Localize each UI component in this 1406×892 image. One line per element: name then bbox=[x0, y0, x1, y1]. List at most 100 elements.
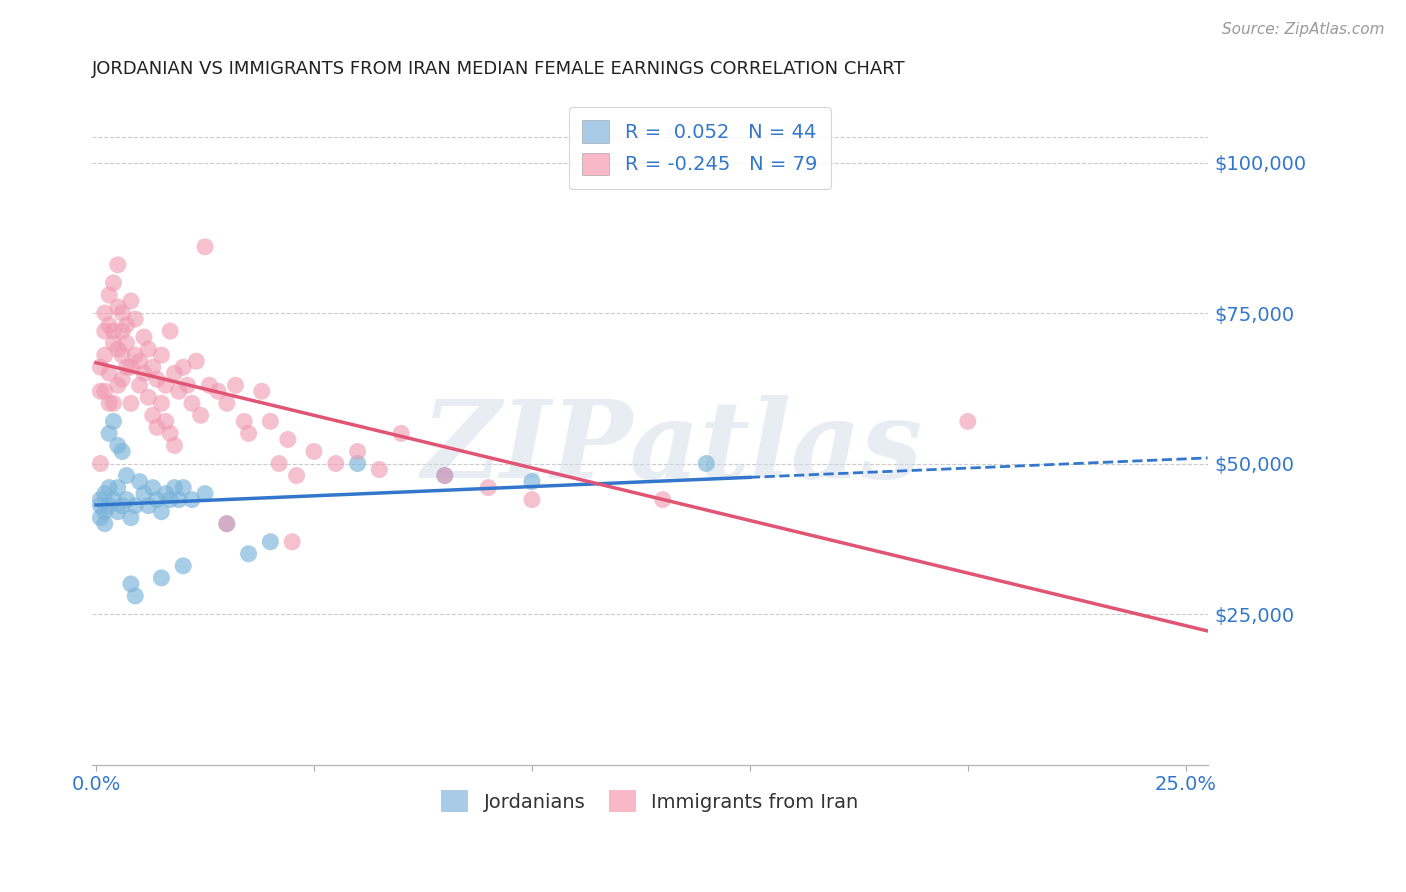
Point bbox=[115, 318, 138, 332]
Point bbox=[167, 384, 190, 399]
Point bbox=[142, 481, 165, 495]
Point bbox=[159, 324, 181, 338]
Point bbox=[98, 288, 121, 302]
Point bbox=[111, 444, 134, 458]
Point bbox=[120, 396, 142, 410]
Point bbox=[132, 366, 155, 380]
Point bbox=[172, 481, 194, 495]
Text: Source: ZipAtlas.com: Source: ZipAtlas.com bbox=[1222, 22, 1385, 37]
Point bbox=[155, 414, 177, 428]
Point bbox=[520, 475, 543, 489]
Point bbox=[124, 348, 146, 362]
Point bbox=[138, 499, 160, 513]
Point bbox=[98, 426, 121, 441]
Point bbox=[124, 499, 146, 513]
Point bbox=[94, 306, 117, 320]
Legend: Jordanians, Immigrants from Iran: Jordanians, Immigrants from Iran bbox=[432, 780, 869, 822]
Point bbox=[107, 342, 129, 356]
Point bbox=[120, 293, 142, 308]
Point bbox=[159, 492, 181, 507]
Point bbox=[98, 318, 121, 332]
Point bbox=[433, 468, 456, 483]
Point bbox=[111, 372, 134, 386]
Point bbox=[94, 486, 117, 500]
Point bbox=[111, 348, 134, 362]
Point bbox=[107, 505, 129, 519]
Point bbox=[107, 258, 129, 272]
Point bbox=[277, 433, 299, 447]
Point bbox=[433, 468, 456, 483]
Point bbox=[520, 492, 543, 507]
Point bbox=[94, 348, 117, 362]
Point bbox=[98, 499, 121, 513]
Point bbox=[138, 390, 160, 404]
Point bbox=[115, 492, 138, 507]
Point bbox=[107, 481, 129, 495]
Point bbox=[477, 481, 499, 495]
Point bbox=[89, 457, 111, 471]
Point bbox=[233, 414, 256, 428]
Point bbox=[103, 324, 125, 338]
Point bbox=[181, 492, 204, 507]
Point bbox=[163, 438, 186, 452]
Point bbox=[172, 558, 194, 573]
Point bbox=[94, 324, 117, 338]
Point bbox=[285, 468, 308, 483]
Text: JORDANIAN VS IMMIGRANTS FROM IRAN MEDIAN FEMALE EARNINGS CORRELATION CHART: JORDANIAN VS IMMIGRANTS FROM IRAN MEDIAN… bbox=[91, 60, 905, 78]
Point bbox=[259, 414, 281, 428]
Point bbox=[115, 468, 138, 483]
Point bbox=[176, 378, 198, 392]
Point bbox=[89, 384, 111, 399]
Point bbox=[150, 396, 173, 410]
Point bbox=[238, 426, 260, 441]
Point bbox=[302, 444, 325, 458]
Point bbox=[346, 457, 368, 471]
Point bbox=[368, 462, 391, 476]
Point bbox=[186, 354, 208, 368]
Point bbox=[115, 336, 138, 351]
Point bbox=[120, 577, 142, 591]
Point bbox=[111, 324, 134, 338]
Point bbox=[155, 486, 177, 500]
Point bbox=[190, 409, 212, 423]
Point bbox=[98, 396, 121, 410]
Point bbox=[325, 457, 347, 471]
Point bbox=[107, 300, 129, 314]
Point bbox=[281, 534, 304, 549]
Point bbox=[89, 492, 111, 507]
Point bbox=[103, 414, 125, 428]
Point bbox=[115, 360, 138, 375]
Point bbox=[128, 475, 150, 489]
Point bbox=[269, 457, 291, 471]
Point bbox=[155, 378, 177, 392]
Point bbox=[150, 348, 173, 362]
Point bbox=[120, 360, 142, 375]
Point bbox=[150, 505, 173, 519]
Point bbox=[103, 396, 125, 410]
Point bbox=[181, 396, 204, 410]
Point bbox=[150, 571, 173, 585]
Point bbox=[225, 378, 247, 392]
Point bbox=[107, 438, 129, 452]
Point bbox=[132, 330, 155, 344]
Point bbox=[142, 360, 165, 375]
Point bbox=[120, 510, 142, 524]
Point bbox=[128, 378, 150, 392]
Point bbox=[111, 499, 134, 513]
Point bbox=[103, 492, 125, 507]
Point bbox=[132, 486, 155, 500]
Point bbox=[651, 492, 673, 507]
Point bbox=[103, 276, 125, 290]
Point bbox=[259, 534, 281, 549]
Point bbox=[89, 510, 111, 524]
Point bbox=[124, 589, 146, 603]
Point bbox=[198, 378, 221, 392]
Point bbox=[94, 505, 117, 519]
Point bbox=[163, 481, 186, 495]
Point bbox=[128, 354, 150, 368]
Point bbox=[167, 492, 190, 507]
Point bbox=[194, 240, 217, 254]
Point bbox=[94, 384, 117, 399]
Point bbox=[207, 384, 229, 399]
Point bbox=[107, 378, 129, 392]
